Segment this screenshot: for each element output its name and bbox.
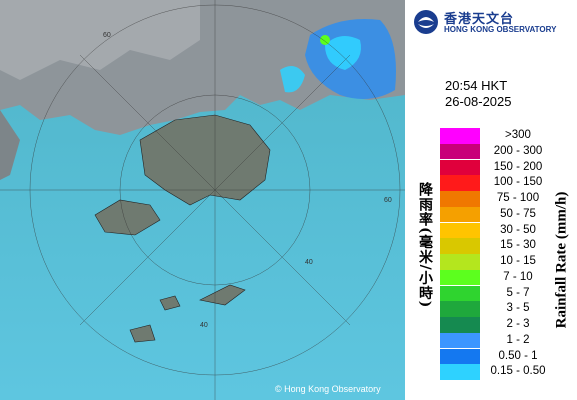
- legend-swatch: [440, 128, 480, 144]
- legend-label: 150 - 200: [493, 160, 543, 173]
- legend-swatch: [440, 285, 480, 301]
- legend-title-zh: 降雨率(毫米/小時): [417, 182, 433, 309]
- rain-echo: [280, 66, 305, 93]
- radar-map: 60 60 40 40: [0, 0, 405, 400]
- legend-label: 5 - 7: [506, 286, 530, 299]
- ring-label: 40: [305, 259, 313, 266]
- island: [129, 324, 156, 343]
- legend-swatch: [440, 301, 480, 317]
- legend-label: 30 - 50: [500, 223, 536, 236]
- legend-swatch: [440, 175, 480, 191]
- legend-swatch: [440, 364, 480, 380]
- ring-label: 60: [103, 32, 111, 39]
- copyright: © Hong Kong Observatory: [275, 384, 381, 394]
- date: 26-08-2025: [445, 94, 512, 109]
- legend-label: 10 - 15: [500, 255, 536, 267]
- legend-swatch: [440, 159, 480, 175]
- legend-swatch: [440, 191, 480, 207]
- lantau-island: [94, 199, 161, 236]
- ring-label: 60: [384, 197, 392, 204]
- rain-echo: [320, 35, 330, 45]
- legend-swatch: [440, 143, 480, 160]
- legend-swatch: [440, 269, 480, 286]
- org-name-en: HONG KONG OBSERVATORY: [444, 25, 557, 34]
- legend-label: 3 - 5: [506, 302, 530, 315]
- western-land: [0, 110, 20, 180]
- legend-label: >300: [505, 129, 531, 141]
- legend-swatch: [440, 238, 480, 254]
- time: 20:54 HKT: [445, 78, 508, 93]
- legend-label: 75 - 100: [496, 192, 540, 204]
- ring-label: 40: [200, 322, 208, 329]
- legend-label: 0.50 - 1: [498, 349, 538, 362]
- land-texture: [0, 0, 200, 80]
- legend-label: 2 - 3: [506, 318, 530, 330]
- legend-swatch: [440, 254, 480, 270]
- legend-label: 50 - 75: [500, 207, 536, 220]
- logo: [414, 10, 438, 34]
- island: [199, 284, 246, 306]
- legend-swatch: [440, 206, 480, 223]
- legend-label: 200 - 300: [493, 144, 543, 157]
- legend-label: 0.15 - 0.50: [490, 365, 546, 378]
- org-name-zh: 香港天文台: [444, 11, 515, 26]
- legend-swatch: [440, 222, 480, 238]
- island: [159, 295, 181, 311]
- legend-title-en: Rainfall Rate (mm/h): [553, 191, 570, 329]
- legend-swatch: [440, 317, 480, 333]
- legend-label: 15 - 30: [500, 239, 536, 252]
- legend-label: 100 - 150: [493, 176, 543, 189]
- legend-label: 1 - 2: [506, 333, 530, 346]
- legend-swatch: [440, 332, 480, 349]
- legend-swatch: [440, 348, 480, 364]
- range-rings: [0, 0, 405, 400]
- legend-label: 7 - 10: [503, 270, 533, 283]
- rain-echo: [325, 36, 361, 70]
